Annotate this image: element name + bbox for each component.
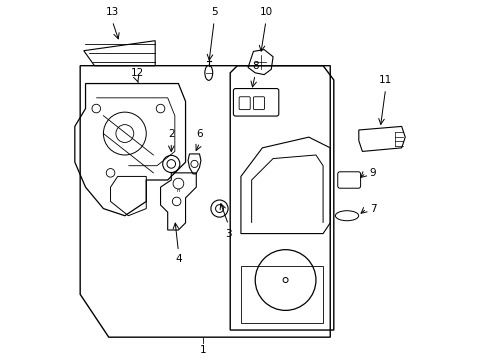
Text: n: n [176,188,180,193]
Text: 1: 1 [200,345,206,355]
Text: 12: 12 [130,68,143,78]
Text: 7: 7 [370,203,376,213]
Text: 4: 4 [175,253,182,264]
Text: 13: 13 [105,7,119,17]
Text: 2: 2 [167,129,174,139]
Text: 11: 11 [378,75,391,85]
Text: 8: 8 [251,61,258,71]
Text: 10: 10 [259,7,272,17]
Text: 5: 5 [210,7,217,17]
Text: 9: 9 [369,168,376,178]
Text: 6: 6 [196,129,203,139]
Text: 3: 3 [224,229,231,239]
